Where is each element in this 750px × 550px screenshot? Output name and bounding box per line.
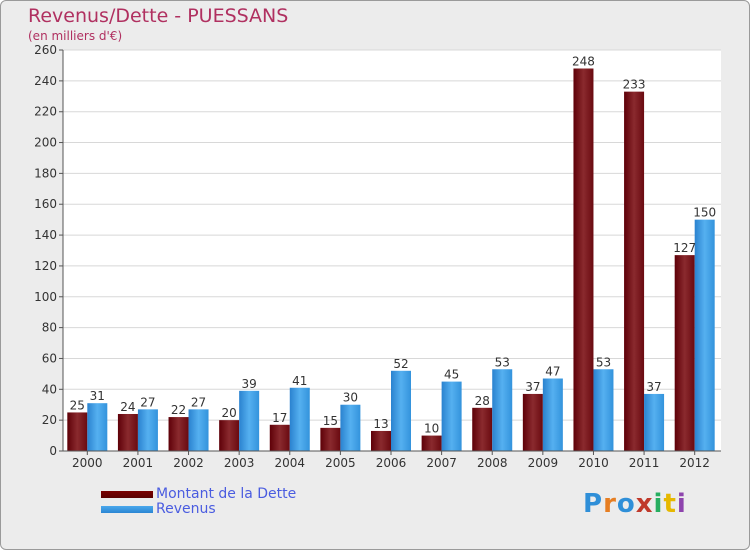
- data-label-revenue-2005: 30: [343, 391, 358, 405]
- y-tick-label: 0: [49, 444, 57, 458]
- x-tick-label: 2002: [173, 456, 204, 470]
- y-tick-label: 180: [34, 166, 57, 180]
- data-label-debt-2000: 25: [70, 398, 85, 412]
- x-tick-label: 2005: [325, 456, 356, 470]
- y-tick-label: 100: [34, 290, 57, 304]
- data-label-debt-2011: 233: [623, 78, 646, 92]
- bar-debt-2004: [269, 424, 290, 451]
- data-label-revenue-2010: 53: [596, 355, 611, 369]
- y-tick-label: 120: [34, 259, 57, 273]
- data-label-revenue-2007: 45: [444, 368, 459, 382]
- legend-swatch-revenue: [101, 506, 153, 513]
- axes: 0204060801001201401601802002202402602000…: [34, 43, 721, 470]
- bars: [67, 68, 715, 452]
- y-tick-label: 240: [34, 74, 57, 88]
- bar-debt-2005: [320, 427, 341, 451]
- grid-lines: [63, 49, 721, 452]
- bar-debt-2002: [168, 417, 189, 451]
- legend: Montant de la Dette Revenus: [101, 487, 296, 517]
- x-tick-label: 2000: [72, 456, 103, 470]
- bar-debt-2010: [573, 68, 594, 451]
- data-label-debt-2005: 15: [323, 414, 338, 428]
- bar-revenue-2002: [188, 409, 209, 451]
- x-tick-label: 2012: [679, 456, 710, 470]
- bar-revenue-2010: [593, 369, 614, 451]
- data-label-debt-2007: 10: [424, 422, 439, 436]
- x-tick-label: 2010: [578, 456, 609, 470]
- bar-revenue-2004: [289, 387, 310, 451]
- data-label-debt-2012: 127: [673, 241, 696, 255]
- data-label-debt-2010: 248: [572, 55, 595, 69]
- x-tick-label: 2003: [224, 456, 255, 470]
- y-tick-label: 160: [34, 197, 57, 211]
- bar-revenue-2008: [492, 369, 513, 451]
- data-label-debt-2001: 24: [120, 400, 135, 414]
- legend-item-revenue: Revenus: [101, 502, 296, 517]
- data-label-debt-2004: 17: [272, 411, 287, 425]
- value-labels: 25 31 24 27 22 27 20 39 17 41 15 30 13 52 10 45 28 53 37 47…: [70, 55, 716, 436]
- data-label-revenue-2006: 52: [393, 357, 408, 371]
- chart-subtitle: (en milliers d'€): [28, 29, 123, 43]
- bar-debt-2007: [421, 435, 442, 451]
- bar-revenue-2007: [441, 381, 462, 451]
- y-tick-label: 200: [34, 136, 57, 150]
- data-label-debt-2008: 28: [475, 394, 490, 408]
- data-label-revenue-2001: 27: [140, 395, 155, 409]
- x-tick-label: 2011: [629, 456, 660, 470]
- x-tick-label: 2008: [477, 456, 508, 470]
- bar-debt-2003: [219, 420, 240, 451]
- x-tick-label: 2009: [528, 456, 559, 470]
- data-label-debt-2003: 20: [222, 406, 237, 420]
- bar-revenue-2000: [87, 403, 108, 451]
- bar-debt-2001: [117, 413, 138, 451]
- bar-revenue-2012: [694, 219, 715, 451]
- chart-title: Revenus/Dette - PUESSANS: [28, 5, 289, 27]
- bar-revenue-2003: [239, 390, 260, 451]
- bar-revenue-2001: [137, 409, 158, 451]
- bar-debt-2006: [371, 430, 391, 451]
- x-tick-label: 2001: [123, 456, 154, 470]
- y-tick-label: 220: [34, 105, 57, 119]
- bar-revenue-2006: [391, 370, 411, 451]
- y-tick-label: 40: [42, 382, 57, 396]
- data-label-revenue-2009: 47: [545, 365, 560, 379]
- y-tick-label: 260: [34, 43, 57, 57]
- bar-debt-2000: [67, 412, 88, 451]
- bar-debt-2008: [472, 407, 493, 451]
- y-tick-label: 60: [42, 351, 57, 365]
- x-tick-label: 2006: [376, 456, 407, 470]
- legend-label-debt: Montant de la Dette: [156, 486, 297, 502]
- y-tick-label: 20: [42, 413, 57, 427]
- data-label-debt-2009: 37: [525, 380, 540, 394]
- bar-debt-2012: [674, 255, 695, 451]
- data-label-revenue-2004: 41: [292, 374, 307, 388]
- y-tick-label: 140: [34, 228, 57, 242]
- y-tick-label: 80: [42, 321, 57, 335]
- data-label-revenue-2003: 39: [242, 377, 257, 391]
- x-tick-label: 2007: [426, 456, 457, 470]
- bar-debt-2011: [624, 91, 645, 452]
- data-label-revenue-2002: 27: [191, 395, 206, 409]
- data-label-debt-2002: 22: [171, 403, 186, 417]
- legend-swatch-debt: [101, 491, 153, 498]
- proxiti-logo: Proxiti: [583, 489, 687, 519]
- legend-label-revenue: Revenus: [156, 501, 216, 517]
- data-label-revenue-2011: 37: [646, 380, 661, 394]
- bar-revenue-2011: [644, 393, 665, 451]
- bar-revenue-2009: [542, 378, 563, 451]
- data-label-revenue-2008: 53: [495, 355, 510, 369]
- x-tick-label: 2004: [274, 456, 305, 470]
- legend-item-debt: Montant de la Dette: [101, 487, 296, 502]
- data-label-revenue-2012: 150: [693, 206, 716, 220]
- bar-debt-2009: [522, 393, 543, 451]
- data-label-debt-2006: 13: [373, 417, 388, 431]
- bar-revenue-2005: [340, 404, 361, 451]
- data-label-revenue-2000: 31: [90, 389, 105, 403]
